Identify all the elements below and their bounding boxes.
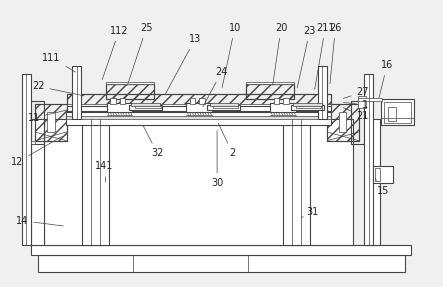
Text: 211: 211: [315, 23, 334, 89]
Bar: [358, 98, 382, 101]
Bar: [210, 103, 238, 106]
Bar: [384, 102, 411, 123]
Text: 1: 1: [343, 100, 368, 110]
Bar: [31, 245, 411, 255]
Bar: [22, 73, 31, 245]
Bar: [67, 94, 331, 105]
Bar: [31, 101, 44, 144]
Bar: [295, 106, 321, 108]
Bar: [246, 84, 294, 99]
Text: 26: 26: [329, 23, 342, 84]
Bar: [67, 104, 331, 107]
Text: 22: 22: [32, 82, 84, 96]
Text: 27: 27: [343, 87, 369, 98]
Bar: [106, 82, 154, 84]
Text: 2: 2: [218, 123, 236, 158]
Bar: [129, 105, 162, 110]
Bar: [136, 106, 161, 108]
Bar: [35, 104, 67, 141]
Bar: [246, 84, 294, 99]
Text: 141: 141: [95, 161, 114, 182]
Text: 32: 32: [143, 126, 163, 158]
Text: 20: 20: [273, 23, 288, 85]
Bar: [338, 112, 346, 132]
Text: 111: 111: [42, 53, 76, 72]
Text: 15: 15: [375, 179, 389, 196]
Bar: [293, 103, 322, 106]
Bar: [274, 98, 279, 104]
Bar: [82, 119, 109, 245]
Bar: [47, 112, 55, 132]
Bar: [66, 116, 331, 119]
Bar: [107, 103, 132, 112]
Bar: [246, 82, 294, 84]
Bar: [375, 168, 381, 181]
Text: 31: 31: [301, 207, 318, 218]
Text: 11: 11: [28, 110, 68, 123]
Bar: [66, 112, 331, 125]
Bar: [72, 66, 81, 119]
Bar: [291, 105, 324, 110]
Bar: [327, 104, 359, 141]
Bar: [35, 104, 67, 141]
Bar: [190, 98, 195, 104]
Bar: [44, 119, 353, 245]
Bar: [106, 84, 154, 99]
Bar: [199, 98, 205, 104]
Bar: [31, 119, 44, 245]
Bar: [381, 99, 415, 125]
Text: 25: 25: [128, 23, 153, 85]
Bar: [131, 103, 159, 106]
Text: 21: 21: [343, 108, 369, 121]
Bar: [207, 105, 241, 110]
Bar: [31, 141, 35, 144]
Bar: [388, 107, 396, 121]
Bar: [366, 119, 380, 245]
Text: 13: 13: [165, 34, 201, 94]
Bar: [373, 166, 393, 183]
Bar: [67, 106, 331, 111]
Bar: [106, 84, 154, 99]
Bar: [110, 98, 116, 104]
Bar: [318, 66, 326, 119]
Bar: [284, 98, 289, 104]
Text: 23: 23: [297, 26, 316, 88]
Bar: [351, 101, 364, 144]
Text: 12: 12: [11, 136, 62, 167]
Text: 30: 30: [211, 131, 223, 189]
Bar: [186, 103, 212, 112]
Bar: [364, 73, 373, 245]
Bar: [270, 103, 295, 112]
Text: 24: 24: [203, 67, 228, 107]
Bar: [38, 255, 405, 272]
Bar: [120, 98, 125, 104]
Text: 14: 14: [16, 216, 63, 226]
Bar: [284, 119, 310, 245]
Text: 10: 10: [222, 23, 241, 88]
Text: 16: 16: [379, 60, 393, 98]
Bar: [213, 106, 238, 108]
Bar: [327, 104, 359, 141]
Bar: [358, 96, 366, 108]
Bar: [67, 94, 331, 105]
Text: 112: 112: [102, 26, 128, 79]
